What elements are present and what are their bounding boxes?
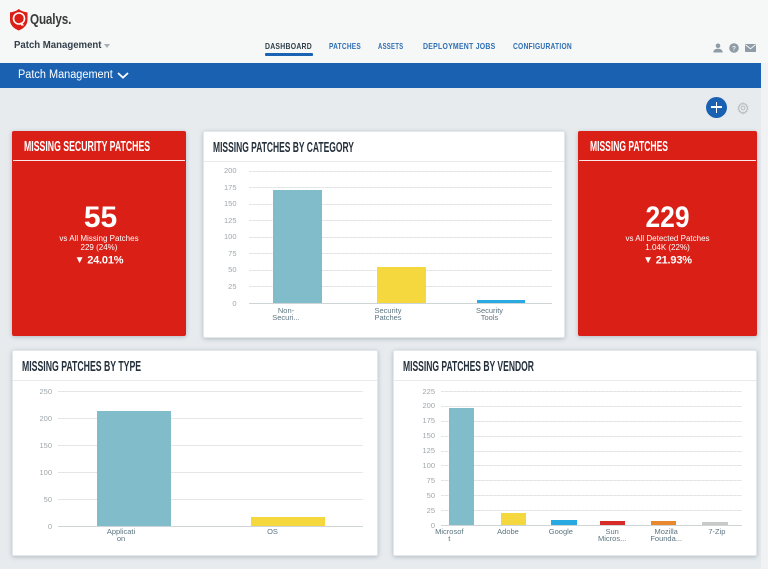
svg-text:?: ? [732, 45, 736, 52]
